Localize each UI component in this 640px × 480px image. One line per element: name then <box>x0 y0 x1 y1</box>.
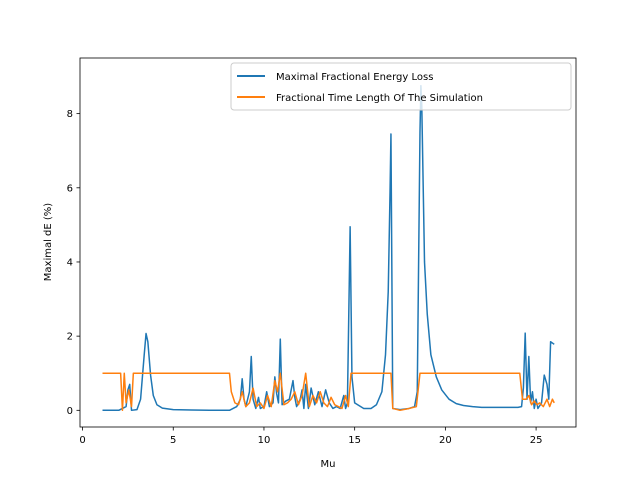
x-tick-label: 15 <box>348 435 361 446</box>
y-axis-label: Maximal dE (%) <box>43 203 54 282</box>
x-tick-label: 5 <box>170 435 176 446</box>
y-tick-label: 6 <box>67 183 73 194</box>
x-tick-label: 20 <box>439 435 452 446</box>
x-tick-label: 0 <box>79 435 85 446</box>
x-tick-label: 25 <box>530 435 543 446</box>
series-line-1 <box>102 372 555 412</box>
y-tick-label: 2 <box>67 332 73 343</box>
series-line-0 <box>102 85 555 412</box>
y-tick-label: 8 <box>67 109 73 120</box>
y-axis-ticks: 0 2 4 6 8 <box>67 109 80 417</box>
y-tick-label: 4 <box>67 257 73 268</box>
plot-frame <box>79 57 577 428</box>
x-tick-label: 10 <box>258 435 271 446</box>
legend-label-energy-loss: Maximal Fractional Energy Loss <box>276 72 433 83</box>
legend: Maximal Fractional Energy Loss Fractiona… <box>230 62 572 111</box>
x-axis-label: Mu <box>321 459 336 470</box>
y-tick-label: 0 <box>67 406 73 417</box>
x-axis-ticks: 0 5 10 15 20 25 <box>79 427 542 446</box>
plot-area <box>80 58 576 427</box>
legend-label-time-length: Fractional Time Length Of The Simulation <box>276 93 483 104</box>
series-group <box>102 85 555 412</box>
legend-box <box>230 62 572 111</box>
